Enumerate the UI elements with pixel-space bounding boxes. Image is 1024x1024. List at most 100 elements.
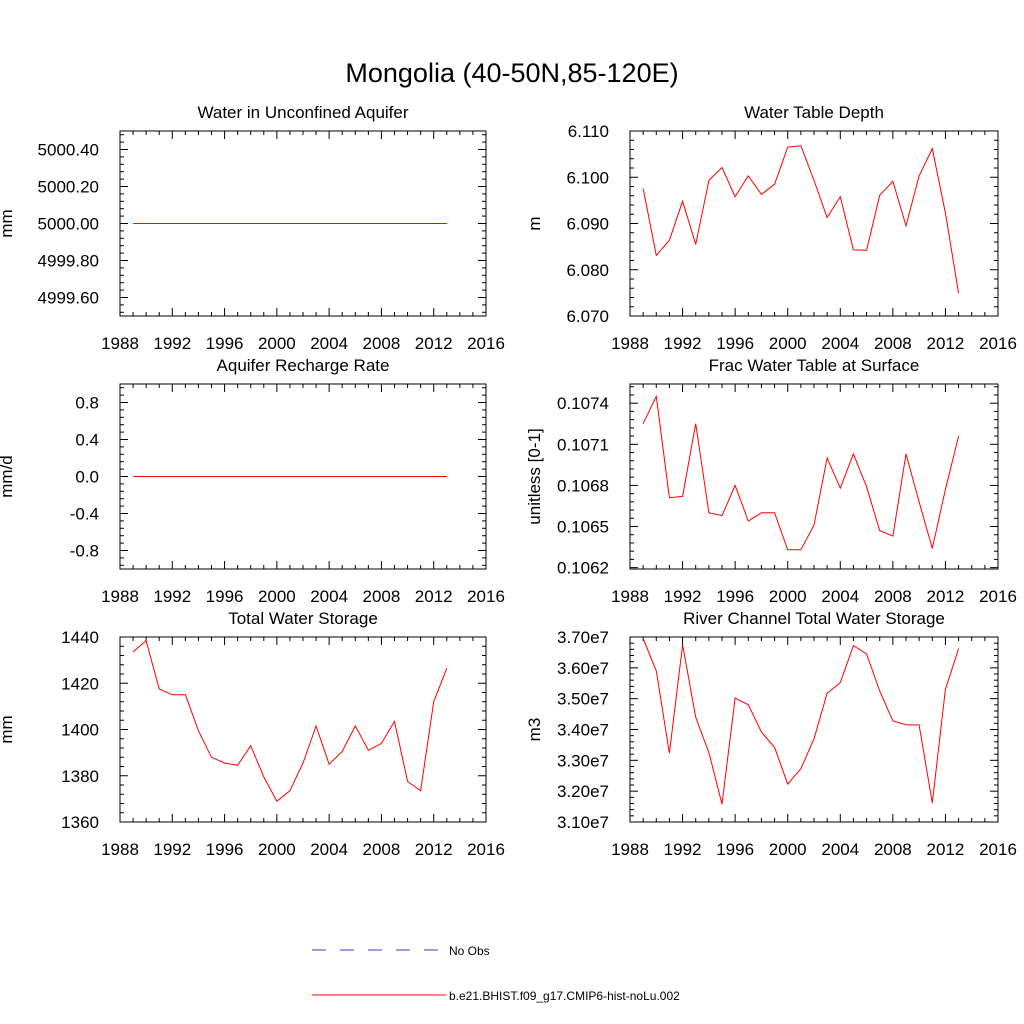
x-tick-label: 2008 — [363, 840, 401, 859]
x-tick-label: 1992 — [153, 334, 191, 353]
y-axis-label: m3 — [525, 718, 544, 742]
y-tick-label: 5000.20 — [38, 178, 99, 197]
x-tick-label: 2008 — [363, 587, 401, 606]
y-tick-label: 0.1062 — [557, 559, 609, 578]
x-tick-label: 1988 — [611, 587, 649, 606]
plot-frame — [629, 383, 999, 570]
x-tick-label: 1996 — [206, 587, 244, 606]
y-tick-label: 6.110 — [568, 122, 609, 141]
y-tick-label: 3.10e7 — [557, 813, 609, 832]
y-tick-label: 1420 — [61, 674, 99, 693]
x-tick-label: 2008 — [363, 334, 401, 353]
x-tick-label: 1992 — [153, 587, 191, 606]
x-tick-label: 1988 — [101, 334, 139, 353]
x-tick-label: 2016 — [467, 334, 505, 353]
legend-label-no-obs: No Obs — [449, 944, 490, 958]
y-tick-label: 1360 — [61, 813, 99, 832]
y-tick-label: 1380 — [61, 767, 99, 786]
panel-title: Aquifer Recharge Rate — [217, 356, 390, 375]
panel-1: Water Table Depth 1988 1992 1996 2000 2004 200… — [525, 103, 1017, 353]
panel-title: Water Table Depth — [744, 103, 884, 122]
x-tick-label: 2008 — [874, 334, 912, 353]
series-line — [642, 394, 960, 551]
x-tick-label: 2004 — [821, 840, 859, 859]
y-tick-label: 0.1065 — [557, 518, 609, 537]
series-line — [132, 639, 448, 802]
panel-4: Total Water Storage 1988 1992 1996 2000 2004 2… — [0, 609, 505, 859]
y-tick-label: 6.080 — [566, 261, 609, 280]
x-tick-label: 2008 — [874, 840, 912, 859]
x-tick-label: 1992 — [664, 587, 702, 606]
panel-5: River Channel Total Water Storage 1988 199… — [525, 609, 1017, 859]
figure-title: Mongolia (40-50N,85-120E) — [345, 58, 678, 88]
x-tick-label: 1992 — [664, 334, 702, 353]
legend: No Obs b.e21.BHIST.f09_g17.CMIP6-hist-no… — [312, 944, 680, 1003]
y-axis-label: m — [525, 216, 544, 230]
x-tick-label: 1996 — [206, 840, 244, 859]
x-tick-label: 1996 — [716, 587, 754, 606]
y-tick-label: 0.0 — [75, 468, 99, 487]
x-tick-label: 2000 — [258, 587, 296, 606]
plot-frame — [629, 130, 999, 317]
x-tick-label: 2016 — [979, 334, 1017, 353]
panel-title: Water in Unconfined Aquifer — [197, 103, 408, 122]
x-tick-label: 1988 — [611, 840, 649, 859]
x-tick-label: 1996 — [716, 334, 754, 353]
x-tick-label: 2000 — [258, 334, 296, 353]
y-tick-label: 3.70e7 — [557, 628, 609, 647]
series-line — [642, 145, 960, 294]
y-tick-label: 1440 — [61, 628, 99, 647]
x-tick-label: 2004 — [310, 587, 348, 606]
y-tick-label: 0.1071 — [557, 435, 609, 454]
x-tick-label: 2012 — [927, 334, 965, 353]
panel-title: Total Water Storage — [228, 609, 378, 628]
y-tick-label: 5000.00 — [38, 215, 99, 234]
y-axis-label: mm — [0, 209, 16, 237]
y-tick-label: 3.40e7 — [557, 721, 609, 740]
y-axis-label: mm — [0, 715, 16, 743]
x-tick-label: 2012 — [415, 334, 453, 353]
y-tick-label: -0.4 — [70, 505, 99, 524]
y-tick-label: 6.070 — [566, 307, 609, 326]
y-tick-label: 0.4 — [75, 431, 99, 450]
y-tick-label: -0.8 — [70, 542, 99, 561]
y-tick-label: 0.1074 — [557, 394, 609, 413]
x-tick-label: 1996 — [716, 840, 754, 859]
panel-0: Water in Unconfined Aquifer 1988 1992 1996 2… — [0, 103, 505, 353]
panel-grid: Water in Unconfined Aquifer 1988 1992 1996 2… — [0, 103, 1017, 859]
panel-title: River Channel Total Water Storage — [683, 609, 945, 628]
x-tick-label: 2004 — [310, 334, 348, 353]
y-tick-label: 6.090 — [566, 215, 609, 234]
x-tick-label: 2008 — [874, 587, 912, 606]
panel-3: Frac Water Table at Surface 1988 1992 1996 2… — [525, 356, 1017, 606]
x-tick-label: 2012 — [415, 840, 453, 859]
plot-frame — [629, 636, 999, 823]
y-tick-label: 5000.40 — [38, 141, 99, 160]
x-tick-label: 2016 — [467, 587, 505, 606]
series-line — [642, 638, 960, 805]
plot-frame — [119, 636, 487, 823]
x-tick-label: 2016 — [979, 840, 1017, 859]
y-tick-label: 3.60e7 — [557, 659, 609, 678]
y-axis-label: unitless [0-1] — [525, 428, 544, 524]
x-tick-label: 1988 — [101, 840, 139, 859]
x-tick-label: 1988 — [101, 587, 139, 606]
legend-label-model-run: b.e21.BHIST.f09_g17.CMIP6-hist-noLu.002 — [449, 989, 680, 1003]
x-tick-label: 2004 — [821, 334, 859, 353]
x-tick-label: 1988 — [611, 334, 649, 353]
x-tick-label: 2000 — [258, 840, 296, 859]
x-tick-label: 2012 — [927, 840, 965, 859]
x-tick-label: 2016 — [979, 587, 1017, 606]
y-tick-label: 4999.80 — [38, 252, 99, 271]
y-tick-label: 6.100 — [566, 168, 609, 187]
y-tick-label: 0.1068 — [557, 476, 609, 495]
x-tick-label: 2000 — [769, 587, 807, 606]
x-tick-label: 2004 — [821, 587, 859, 606]
x-tick-label: 1996 — [206, 334, 244, 353]
panel-2: Aquifer Recharge Rate 1988 1992 1996 2000 200… — [0, 356, 505, 606]
y-tick-label: 3.20e7 — [557, 782, 609, 801]
x-tick-label: 2000 — [769, 840, 807, 859]
y-axis-label: mm/d — [0, 455, 16, 498]
y-tick-label: 1400 — [61, 721, 99, 740]
